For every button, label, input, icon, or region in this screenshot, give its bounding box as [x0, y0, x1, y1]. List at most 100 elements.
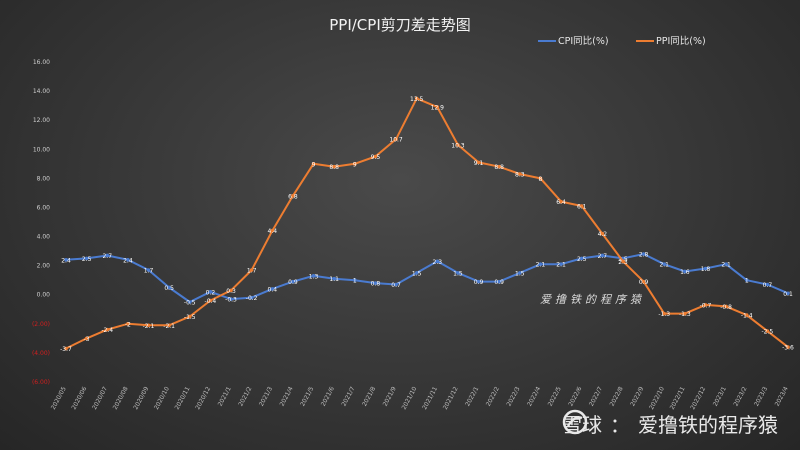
data-label: 1 — [353, 278, 357, 285]
data-label: -2.5 — [762, 329, 774, 336]
data-point — [84, 336, 89, 341]
data-label: 2.5 — [82, 256, 92, 263]
series-line-cpi — [65, 253, 789, 303]
x-tick-label: 2020/06 — [71, 386, 89, 411]
data-point — [538, 262, 543, 266]
data-label: -0.4 — [205, 298, 217, 305]
x-tick-label: 2022/4 — [526, 385, 542, 407]
data-point — [167, 323, 171, 328]
y-tick-label: (6.00) — [32, 379, 50, 386]
data-point — [146, 268, 151, 272]
data-label: 1.5 — [515, 270, 525, 277]
data-label: 2.3 — [618, 259, 628, 266]
data-label: 1.7 — [247, 268, 257, 275]
data-label: 4.4 — [268, 228, 278, 235]
data-point — [786, 345, 790, 349]
data-label: 0.7 — [763, 282, 773, 289]
x-tick-label: 2021/6 — [320, 385, 336, 407]
data-label: 0.4 — [268, 286, 278, 293]
data-label: 2.1 — [536, 262, 546, 269]
data-label: 2.8 — [639, 252, 649, 259]
data-label: 0.7 — [391, 282, 401, 289]
data-point — [600, 231, 605, 236]
data-label: 2.3 — [433, 259, 443, 266]
data-point — [683, 311, 687, 316]
data-point — [435, 105, 440, 109]
x-tick-label: 2021/5 — [299, 385, 315, 407]
data-label: 1.1 — [329, 276, 339, 283]
watermark-separator: ： — [610, 413, 630, 437]
data-label: 1.7 — [144, 268, 154, 275]
data-label: 1.5 — [453, 270, 463, 277]
data-point — [724, 304, 728, 309]
x-tick-label: 2022/10 — [648, 386, 666, 411]
data-label: 9 — [353, 161, 357, 168]
x-tick-label: 2021/10 — [401, 386, 419, 411]
data-label: 2.5 — [577, 256, 587, 263]
data-label: 1.8 — [701, 266, 711, 273]
y-tick-label: (2.00) — [32, 321, 50, 328]
data-label: -0.2 — [246, 295, 258, 302]
x-tick-label: 2020/09 — [132, 386, 150, 411]
data-label: 0.9 — [474, 279, 484, 286]
data-point — [249, 268, 254, 272]
data-point — [249, 295, 254, 300]
x-tick-label: 2022/7 — [588, 385, 604, 407]
data-label: 9.5 — [371, 154, 381, 161]
chart-title: PPI/CPI剪刀差走势图 — [329, 16, 471, 34]
data-point — [765, 282, 770, 287]
data-label: 2.1 — [721, 262, 731, 269]
x-axis: 2020/05 2020/06 2020/07 2020/08 2020/09 2020/… — [50, 385, 790, 410]
data-label: 8 — [539, 176, 543, 183]
data-point — [187, 314, 192, 319]
data-point — [559, 199, 563, 204]
legend: CPI同比(%) PPI同比(%) — [538, 35, 706, 47]
data-point — [744, 313, 749, 317]
data-point — [518, 271, 522, 275]
data-point — [744, 278, 749, 282]
data-label: 2.7 — [102, 253, 112, 260]
x-tick-label: 2022/1 — [464, 385, 480, 407]
x-tick-label: 2022/2 — [485, 385, 501, 407]
data-point — [208, 298, 213, 303]
data-label: 6.4 — [556, 199, 566, 206]
data-point — [765, 329, 770, 333]
data-point — [146, 323, 151, 328]
data-point — [538, 176, 543, 181]
data-label: -1.3 — [679, 311, 691, 318]
data-point — [332, 164, 336, 169]
data-label: 6.1 — [577, 204, 587, 211]
x-tick-label: 2021/3 — [258, 385, 274, 407]
data-point — [621, 259, 625, 264]
data-label: -2.1 — [163, 323, 175, 330]
x-tick-label: 2022/5 — [547, 385, 563, 407]
data-point — [600, 253, 605, 258]
data-point — [414, 96, 419, 101]
data-point — [724, 262, 728, 266]
data-point — [229, 297, 233, 301]
data-label: 2.1 — [556, 262, 566, 269]
y-tick-label: 0.00 — [37, 292, 51, 299]
data-label: 10.7 — [389, 137, 403, 144]
data-point — [311, 274, 316, 278]
plot-watermark: 爱撸铁的程序猿 — [540, 293, 645, 306]
data-point — [476, 160, 481, 165]
data-label: 6.8 — [288, 193, 298, 200]
watermark: 雪球：爱撸铁的程序猿 — [562, 409, 778, 438]
x-tick-label: 2021/8 — [361, 385, 377, 407]
x-tick-label: 2020/05 — [50, 386, 68, 411]
x-tick-label: 2022/12 — [689, 386, 707, 411]
data-label: 8.8 — [329, 164, 339, 171]
data-label: 1.6 — [680, 269, 690, 276]
data-point — [373, 281, 378, 285]
data-label: -0.3 — [225, 297, 237, 304]
data-point — [476, 279, 481, 284]
data-point — [579, 204, 584, 208]
data-point — [497, 164, 502, 169]
x-tick-label: 2020/07 — [91, 386, 109, 411]
data-label: 2.4 — [61, 257, 71, 264]
x-tick-label: 2021/7 — [340, 385, 356, 407]
y-tick-label: 10.00 — [33, 146, 50, 153]
data-label: -3.7 — [60, 346, 72, 353]
